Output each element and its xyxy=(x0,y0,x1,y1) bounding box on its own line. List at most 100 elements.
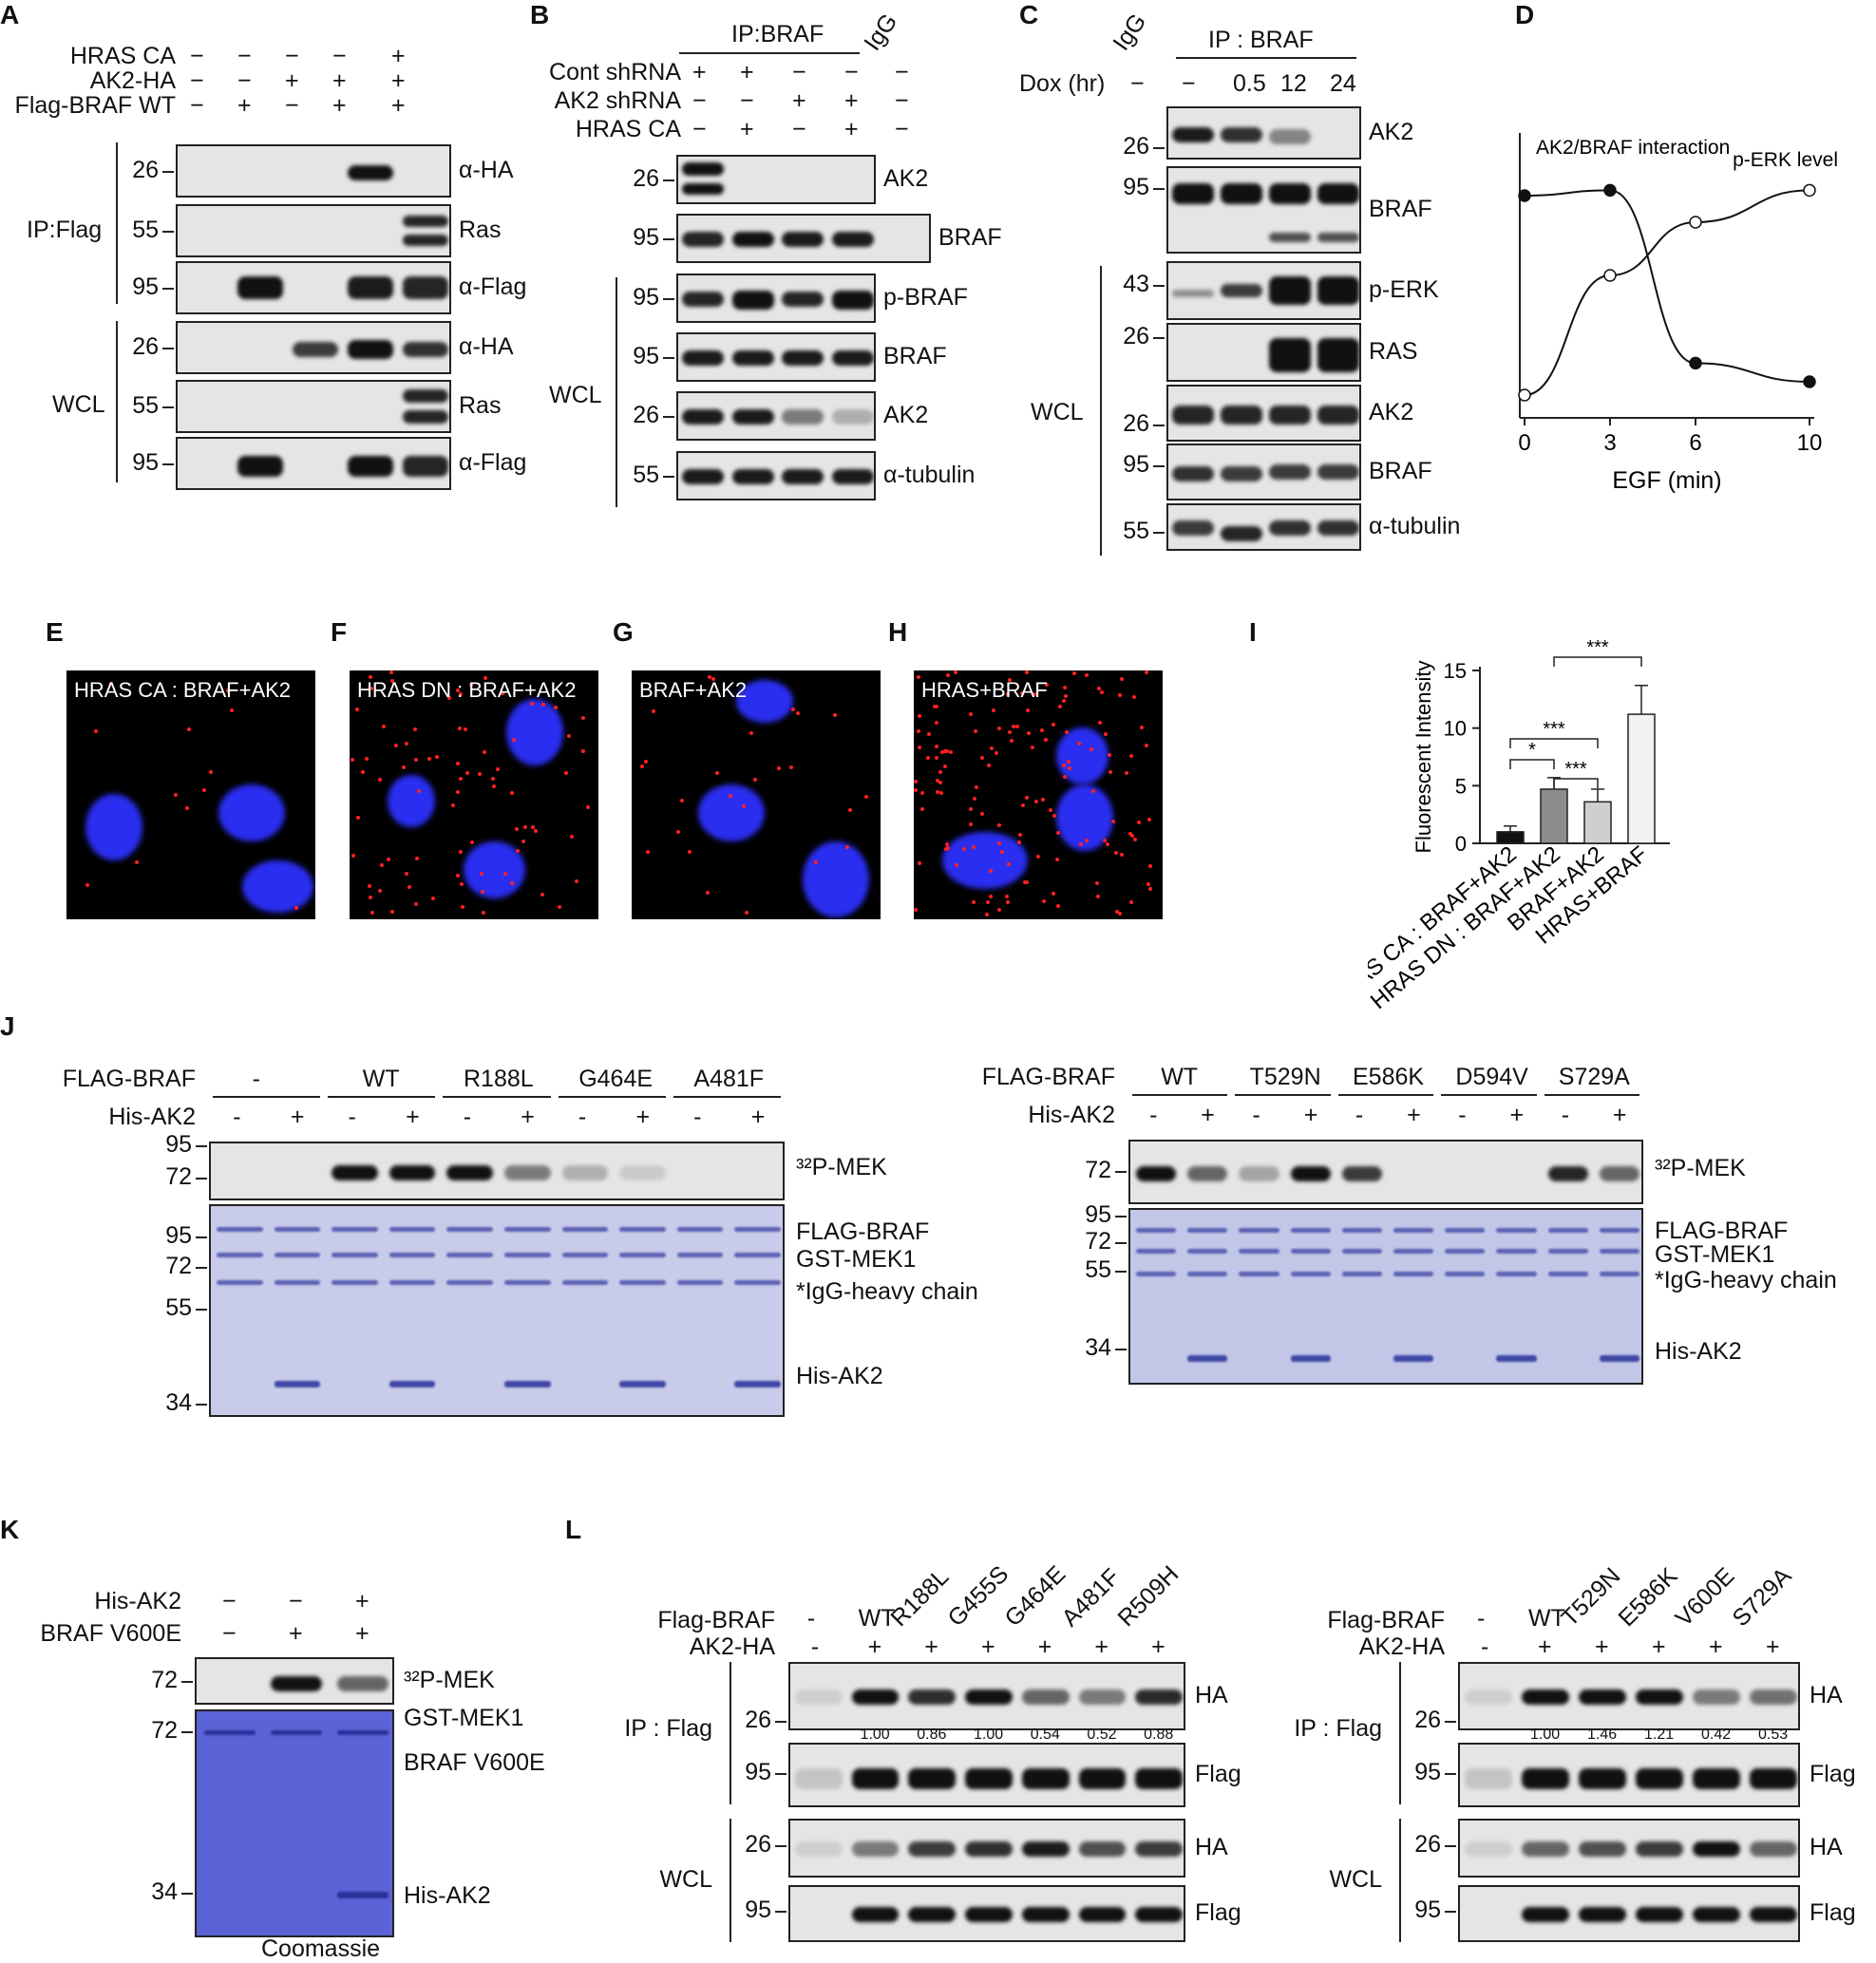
pla-dot xyxy=(1096,895,1100,898)
blot-band xyxy=(1317,183,1359,204)
mutant-label: T529N xyxy=(1556,1562,1626,1633)
pla-dot xyxy=(676,830,680,834)
pla-dot xyxy=(945,749,949,753)
pla-dot xyxy=(378,778,382,782)
blot-band xyxy=(1317,464,1359,480)
blot-band xyxy=(237,456,283,477)
sign-mark: 12 xyxy=(1280,70,1307,97)
blot-label: Flag xyxy=(1810,1761,1856,1787)
mw-marker: 95 xyxy=(1123,174,1149,200)
blot-band xyxy=(1136,1166,1177,1181)
row-label: AK2-HA xyxy=(689,1633,775,1660)
pla-dot xyxy=(1067,760,1071,764)
nucleus xyxy=(736,680,793,723)
pla-dot xyxy=(1056,904,1060,908)
gel-band xyxy=(446,1227,493,1233)
pla-dot xyxy=(414,902,418,906)
blot-label: α-tubulin xyxy=(1369,513,1461,539)
pla-dot xyxy=(652,709,655,713)
blot-label: Flag xyxy=(1810,1899,1856,1926)
quant-value: 1.00 xyxy=(860,1727,890,1743)
blot-band xyxy=(1750,1689,1797,1705)
quant-value: 1.00 xyxy=(1530,1727,1561,1743)
pla-dot xyxy=(926,756,930,760)
gel-band xyxy=(274,1253,321,1258)
group-label: WT xyxy=(362,1066,400,1092)
pla-dot xyxy=(1120,853,1124,857)
gel-band xyxy=(1239,1227,1279,1233)
mw-tick xyxy=(1445,1773,1456,1775)
blot-label: HA xyxy=(1195,1682,1228,1708)
blot-strip xyxy=(788,1662,1185,1730)
pla-dot xyxy=(1128,832,1132,836)
row-label: AK2-HA xyxy=(1358,1633,1445,1660)
gel-band xyxy=(274,1380,321,1387)
data-point xyxy=(1603,269,1617,282)
mw-marker: 95 xyxy=(745,1759,771,1785)
pla-dot xyxy=(558,905,561,909)
blot-band xyxy=(1220,406,1262,425)
gel-band xyxy=(1496,1227,1537,1233)
blot-band xyxy=(1021,1841,1070,1857)
significance-bracket xyxy=(1509,759,1555,769)
row-label: FLAG-BRAF xyxy=(981,1064,1115,1090)
blot-band xyxy=(561,1165,609,1180)
blot-band xyxy=(1290,1166,1331,1181)
pla-dot xyxy=(1058,705,1062,708)
mw-marker: 95 xyxy=(1123,451,1149,478)
mw-tick xyxy=(1153,188,1165,190)
row-label: His-AK2 xyxy=(108,1104,196,1130)
group-label: D594V xyxy=(1455,1064,1528,1090)
pla-dot xyxy=(1012,725,1015,728)
blot-strip xyxy=(1166,323,1361,382)
blot-band xyxy=(731,469,774,484)
pla-dot xyxy=(914,788,918,792)
blot-band xyxy=(851,1907,900,1922)
gel-band xyxy=(676,1227,724,1233)
blot-label: AK2 xyxy=(883,165,929,192)
blot-band xyxy=(682,292,725,307)
pla-dot xyxy=(1056,831,1060,835)
gel-band xyxy=(1136,1248,1177,1254)
pla-dot xyxy=(914,908,918,912)
mw-tick xyxy=(775,1721,786,1723)
pla-dot xyxy=(1140,726,1144,729)
mw-tick xyxy=(1445,1845,1456,1847)
blot-band xyxy=(1078,1907,1127,1922)
pla-dot xyxy=(382,725,386,728)
blot-band xyxy=(1317,233,1359,242)
blot-label: α-Flag xyxy=(459,274,527,300)
autorad-strip xyxy=(195,1657,394,1705)
pla-dot xyxy=(789,765,793,769)
blot-band xyxy=(1341,1166,1382,1181)
blot-strip xyxy=(1166,444,1361,500)
group-label: G464E xyxy=(578,1066,654,1092)
gel-band xyxy=(1445,1272,1486,1277)
quant-value: 1.21 xyxy=(1644,1727,1675,1743)
blot-band xyxy=(403,235,448,246)
pla-dot xyxy=(1007,862,1011,866)
sign-mark: + xyxy=(1151,1633,1165,1660)
group-label: A481F xyxy=(693,1066,765,1092)
gel-band xyxy=(1496,1354,1537,1362)
gel-band xyxy=(676,1280,724,1286)
pla-dot xyxy=(1065,730,1069,734)
mw-tick xyxy=(1445,1911,1456,1913)
gel-band xyxy=(217,1280,263,1286)
pla-dot xyxy=(1111,820,1115,823)
sign-mark: + xyxy=(1612,1102,1627,1128)
pla-dot xyxy=(515,827,519,831)
pla-dot xyxy=(1133,838,1137,841)
mw-marker: 95 xyxy=(745,1897,771,1923)
mw-marker: 55 xyxy=(1085,1256,1111,1283)
sign-mark: − xyxy=(692,116,707,142)
mutant-label: E586K xyxy=(1613,1562,1683,1633)
blot-band xyxy=(851,1841,900,1857)
gel-band xyxy=(217,1227,263,1233)
pla-dot xyxy=(1068,766,1071,770)
gel-band xyxy=(446,1253,493,1258)
pla-dot xyxy=(531,825,535,829)
blot-band xyxy=(271,1676,322,1691)
group-label: S729A xyxy=(1558,1064,1630,1090)
pla-dot xyxy=(935,756,938,760)
